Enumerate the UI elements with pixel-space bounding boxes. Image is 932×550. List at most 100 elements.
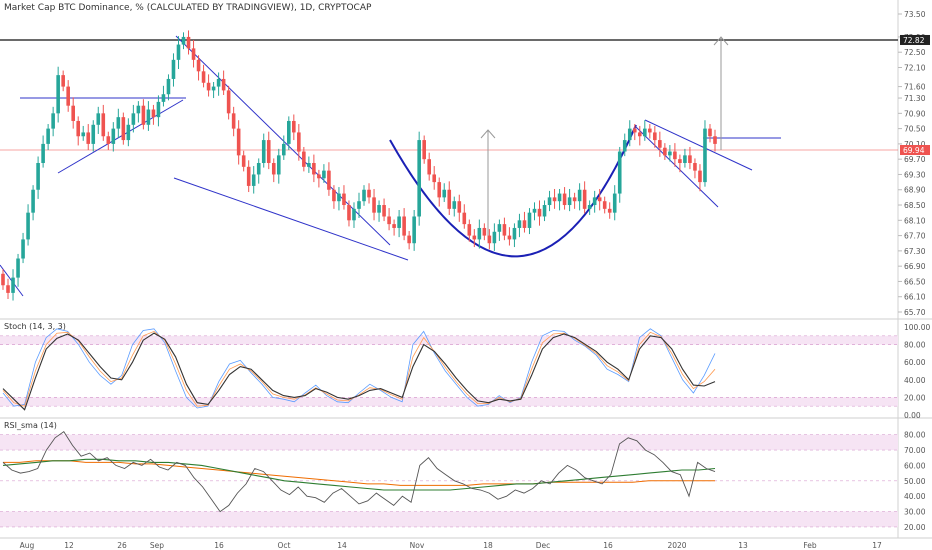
candle-body-59 (297, 132, 301, 152)
candle-body-13 (66, 86, 70, 106)
candle-body-128 (643, 128, 647, 137)
price-tick-label-15: 67.30 (904, 247, 926, 256)
x-tick-label-0: Aug (20, 541, 35, 550)
candle-body-39 (196, 59, 201, 72)
price-tag-bg-0 (900, 34, 930, 45)
candle-body-90 (452, 201, 457, 209)
x-tick-label-5: Oct (278, 541, 291, 550)
candle-body-68 (342, 193, 346, 206)
rsi-tick-label-5: 30.00 (904, 508, 926, 517)
candle-body-23 (116, 117, 121, 129)
candle-body-74 (372, 197, 376, 213)
candle-body-130 (653, 132, 657, 141)
bull-flag-lower-line (635, 126, 719, 208)
candle-body-87 (437, 182, 442, 198)
rsi-band-1 (0, 511, 898, 527)
bull-flag-upper-line (644, 119, 753, 171)
candle-body-66 (332, 189, 336, 202)
candle-body-106 (532, 208, 537, 213)
candle-body-42 (211, 86, 216, 91)
price-tag-bg-1 (900, 145, 930, 156)
candle-body-70 (352, 208, 356, 221)
price-tick-label-8: 70.10 (904, 140, 926, 149)
price-tick-label-11: 68.90 (904, 186, 926, 195)
candle-body-139 (698, 170, 702, 183)
candle-body-11 (56, 75, 60, 114)
candle-body-34 (171, 59, 176, 79)
x-tick-label-6: 14 (337, 541, 347, 550)
candle-body-126 (632, 128, 637, 133)
candle-body-116 (582, 189, 587, 209)
x-tick-label-1: 12 (64, 541, 74, 550)
candle-body-54 (271, 163, 276, 175)
candle-body-125 (627, 128, 632, 141)
candle-body-52 (261, 140, 266, 163)
candle-body-119 (597, 197, 602, 202)
candle-body-47 (236, 128, 241, 156)
candle-body-25 (126, 124, 131, 141)
stoch-band-0 (0, 335, 898, 345)
candle-body-19 (96, 113, 101, 125)
candle-body-7 (36, 163, 40, 190)
chart-title: Market Cap BTC Dominance, % (CALCULATED … (4, 3, 372, 13)
candle-body-1 (6, 285, 10, 293)
flag-target-arrow-head (713, 36, 729, 46)
candle-body-55 (276, 155, 281, 175)
rsi-tick-label-6: 20.00 (904, 523, 926, 532)
candle-body-91 (457, 201, 462, 213)
candle-body-71 (357, 201, 361, 209)
candle-body-114 (572, 197, 577, 202)
candle-body-33 (166, 78, 171, 95)
candle-body-10 (51, 113, 55, 129)
price-tick-label-5: 71.30 (904, 94, 926, 103)
candle-body-75 (377, 205, 381, 213)
candle-body-76 (382, 205, 386, 217)
candle-body-0 (1, 273, 5, 286)
candle-body-93 (467, 224, 472, 236)
candle-body-113 (567, 197, 572, 206)
x-tick-label-2: 26 (117, 541, 127, 550)
candle-body-122 (612, 193, 617, 213)
candle-body-88 (442, 189, 447, 198)
candle-body-36 (181, 36, 186, 45)
rsi-line (2, 430, 716, 513)
stoch-signal-line (2, 332, 716, 411)
candle-body-5 (26, 212, 30, 240)
candle-body-62 (312, 163, 316, 175)
rsi-tick-label-4: 40.00 (904, 492, 926, 501)
candle-body-115 (577, 189, 582, 202)
candle-body-135 (678, 159, 682, 163)
candle-body-99 (497, 224, 502, 232)
rsi-tick-label-3: 50.00 (904, 477, 926, 486)
price-tick-label-12: 68.50 (904, 201, 926, 210)
candle-body-109 (547, 197, 552, 206)
x-tick-label-11: 2020 (667, 541, 686, 550)
candle-body-49 (246, 166, 251, 186)
candle-body-127 (637, 132, 642, 137)
price-tick-label-6: 70.90 (904, 109, 926, 118)
x-tick-label-10: 16 (603, 541, 613, 550)
candle-body-100 (502, 224, 507, 236)
candle-body-72 (362, 189, 366, 202)
price-tag-1: 69.94 (903, 146, 925, 155)
rsi-band-0 (0, 434, 898, 451)
candle-body-83 (417, 140, 421, 217)
candle-body-28 (141, 105, 146, 125)
candle-body-82 (412, 216, 416, 244)
candle-body-121 (607, 208, 612, 213)
candle-body-110 (552, 197, 557, 202)
candle-body-48 (241, 155, 246, 167)
stoch-tick-label-3: 40.00 (904, 376, 926, 385)
candle-body-89 (447, 189, 452, 209)
bands-layer (0, 335, 898, 528)
candle-body-123 (617, 151, 622, 194)
x-tick-label-3: Sep (150, 541, 164, 550)
candle-body-79 (397, 216, 401, 228)
candle-body-111 (557, 193, 562, 202)
price-tick-label-7: 70.50 (904, 125, 926, 134)
candle-body-134 (673, 151, 677, 160)
candle-body-132 (663, 147, 667, 156)
candle-body-92 (462, 212, 467, 225)
candle-body-29 (146, 109, 151, 125)
